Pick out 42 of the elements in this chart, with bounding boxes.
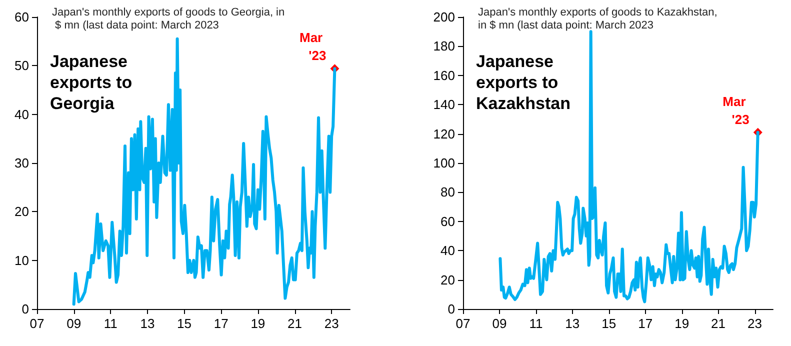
- y-tick-label: 20: [14, 204, 29, 220]
- x-tick-label: 17: [214, 316, 228, 331]
- chart-subtitle: Japan's monthly exports of goods to Kazakhstan, in $ mn (last data point: March 2023: [478, 6, 720, 32]
- y-tick-label: 20: [440, 272, 455, 288]
- x-tick-label: 09: [66, 316, 82, 331]
- y-tick-label: 50: [14, 58, 29, 74]
- x-tick-label: 09: [492, 316, 507, 331]
- annotation: Mar '23: [299, 30, 326, 64]
- x-tick-label: 23: [324, 316, 339, 331]
- y-tick-label: 0: [448, 302, 455, 316]
- y-tick-label: 40: [440, 243, 455, 258]
- x-tick-label: 13: [140, 316, 155, 331]
- text: Japanese exports to Georgia: [50, 52, 137, 113]
- y-tick-label: 60: [14, 10, 29, 24]
- x-tick-label: 19: [674, 316, 690, 331]
- x-tick-label: 19: [250, 316, 266, 331]
- chart-subtitle: Japan's monthly exports of goods to Georgia, in $ mn (last data point: March 2023: [52, 6, 285, 32]
- x-tick-label: 15: [602, 316, 616, 331]
- x-tick-label: 07: [30, 316, 44, 331]
- y-tick-label: 80: [440, 184, 455, 200]
- y-tick-label: 30: [14, 156, 29, 170]
- y-tick-label: 160: [433, 68, 455, 83]
- x-tick-label: 17: [638, 316, 653, 331]
- y-tick-label: 180: [433, 38, 455, 54]
- x-tick-label: 23: [748, 316, 762, 331]
- x-tick-label: 13: [565, 316, 580, 331]
- text: Japanese exports to Kazakhstan: [476, 52, 570, 113]
- y-tick-label: 0: [22, 302, 29, 316]
- x-tick-label: 21: [288, 316, 302, 331]
- y-tick-label: 120: [433, 126, 455, 142]
- y-tick-label: 10: [14, 252, 29, 268]
- x-tick-label: 15: [177, 316, 192, 331]
- y-tick-label: 200: [433, 10, 455, 24]
- x-tick-label: 11: [104, 316, 118, 331]
- x-tick-label: 11: [529, 316, 543, 331]
- y-tick-label: 100: [433, 156, 455, 170]
- x-tick-label: 21: [711, 316, 726, 331]
- y-tick-label: 60: [440, 214, 455, 229]
- annotation: Mar '23: [722, 94, 750, 127]
- y-tick-label: 40: [14, 106, 29, 122]
- x-tick-label: 07: [456, 316, 470, 331]
- y-tick-label: 140: [433, 97, 455, 112]
